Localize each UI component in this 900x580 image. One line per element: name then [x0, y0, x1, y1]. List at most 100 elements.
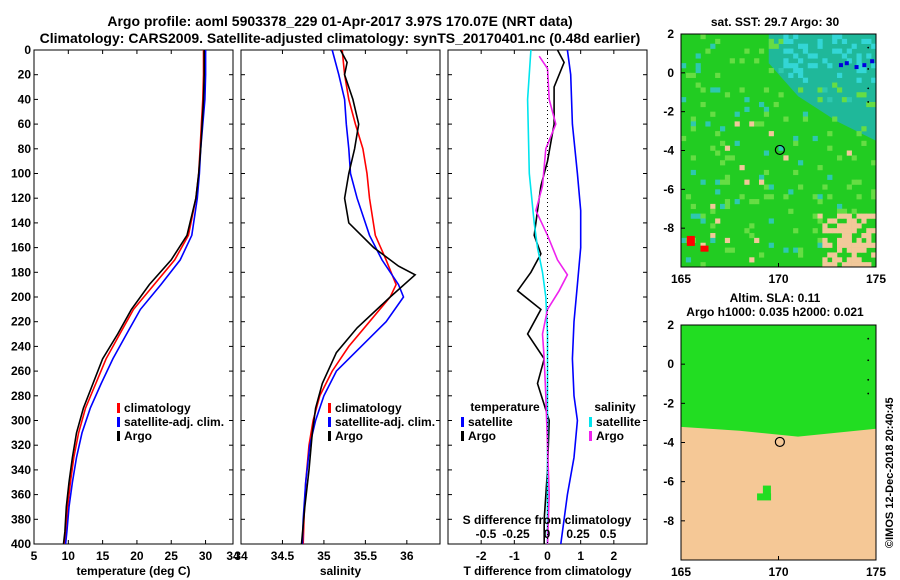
- y-tick-label: 40: [18, 92, 32, 106]
- sst-cell: [759, 48, 765, 54]
- coast-dot: [867, 378, 870, 381]
- sst-cell: [832, 48, 838, 54]
- sst-cell: [739, 87, 745, 93]
- sst-cell: [827, 262, 833, 268]
- header-line-1: Argo profile: aoml 5903378_229 01-Apr-20…: [107, 13, 572, 29]
- sst-cell: [817, 165, 823, 171]
- sst-cell: [720, 160, 726, 166]
- x-tick-label: 25: [165, 549, 179, 563]
- y-tick-label: 400: [11, 537, 31, 551]
- sst-cell: [798, 58, 804, 64]
- sst-cell: [700, 101, 706, 108]
- sst-cell: [720, 140, 726, 146]
- sst-cell: [832, 82, 838, 88]
- sst-cell: [690, 155, 696, 161]
- sst-cell: [861, 140, 867, 146]
- sst-cell: [856, 53, 862, 59]
- sst-cell: [827, 63, 833, 69]
- sst-cell: [681, 63, 687, 69]
- sst-cell: [724, 145, 731, 151]
- y-tick-label: 240: [11, 339, 31, 353]
- top-axis-label: S difference from climatology: [463, 513, 632, 527]
- sst-cell: [798, 67, 804, 74]
- sst-cell: [681, 135, 687, 142]
- y-tick-label: -8: [663, 514, 674, 528]
- sst-cell: [798, 184, 804, 190]
- sst-cell: [744, 228, 750, 234]
- sst-cell: [710, 208, 716, 214]
- y-tick-label: 0: [667, 357, 674, 371]
- sst-cell: [763, 150, 770, 156]
- sla-map-title-line-2: Argo h1000: 0.035 h2000: 0.021: [686, 305, 864, 319]
- sst-cell: [822, 228, 828, 234]
- y-tick-label: -4: [663, 436, 674, 450]
- sst-cell: [846, 97, 852, 103]
- sst-cell: [754, 121, 760, 127]
- y-tick-label: -6: [663, 475, 674, 489]
- y-tick-label: 2: [667, 27, 674, 41]
- sst-cell: [798, 252, 804, 258]
- sst-cell: [846, 262, 852, 268]
- sst-cell: [788, 48, 794, 54]
- sst-cell: [690, 116, 696, 122]
- sst-cell: [793, 63, 799, 69]
- x-axis-label: salinity: [320, 564, 362, 578]
- series-line-climatology: [302, 49, 397, 545]
- sst-cell: [695, 63, 701, 69]
- sst-cell: [768, 38, 774, 45]
- sst-cell: [812, 135, 818, 142]
- x-tick-label: 165: [671, 272, 691, 286]
- sst-cell: [871, 194, 877, 200]
- argo-position-marker: [774, 144, 785, 156]
- legend-swatch: [117, 417, 120, 427]
- sst-cell: [817, 237, 823, 244]
- sst-cell: [695, 67, 701, 74]
- sst-cell: [841, 233, 848, 239]
- y-tick-label: 260: [11, 364, 31, 378]
- sst-cell: [695, 82, 701, 88]
- negative-sla-region: [681, 426, 876, 560]
- sst-cell: [744, 179, 750, 185]
- y-tick-label: -6: [663, 182, 674, 196]
- x-tick-label: -1: [509, 549, 520, 563]
- sst-map: 2 0 -2 -4 -6 -8 165 170 175: [663, 27, 886, 286]
- x-tick-label: 30: [199, 549, 213, 563]
- sst-cell: [715, 131, 721, 137]
- sst-cell: [856, 67, 862, 74]
- x-tick-label: 34: [226, 549, 240, 563]
- sst-cell: [817, 242, 823, 248]
- y-tick-label: 280: [11, 389, 31, 403]
- sst-cell: [846, 247, 852, 253]
- sst-cell: [817, 218, 823, 224]
- sst-cell: [690, 169, 696, 176]
- sst-cell: [866, 262, 872, 268]
- coast-dot: [867, 68, 870, 70]
- sst-cell: [749, 257, 755, 263]
- sst-cell: [817, 43, 823, 49]
- sst-cell: [773, 43, 779, 49]
- sst-cell: [700, 262, 706, 268]
- sst-cell: [695, 213, 701, 219]
- sst-cell: [744, 106, 750, 112]
- sst-cell: [832, 38, 838, 45]
- y-tick-label: 80: [18, 142, 32, 156]
- sst-cell: [700, 179, 706, 185]
- sst-cell: [837, 228, 843, 234]
- sst-cell: [798, 160, 804, 166]
- sst-cell: [851, 257, 857, 263]
- sst-cell: [763, 184, 770, 190]
- y-tick-label: 20: [18, 68, 32, 82]
- sst-cell: [798, 87, 804, 93]
- sst-cell: [710, 203, 716, 210]
- sla-map: 2 0 -2 -4 -6 -8 165 170 175: [663, 318, 886, 579]
- legend-swatch: [461, 417, 464, 427]
- sst-cell: [778, 92, 784, 98]
- sst-cell: [783, 34, 789, 40]
- sst-cell: [856, 257, 862, 263]
- sst-cell: [749, 233, 755, 239]
- x-tick-label: -2: [476, 549, 487, 563]
- sst-cell: [837, 203, 843, 210]
- sst-cell: [846, 184, 852, 190]
- sst-cell: [817, 87, 823, 93]
- positive-sla-patch: [762, 485, 771, 500]
